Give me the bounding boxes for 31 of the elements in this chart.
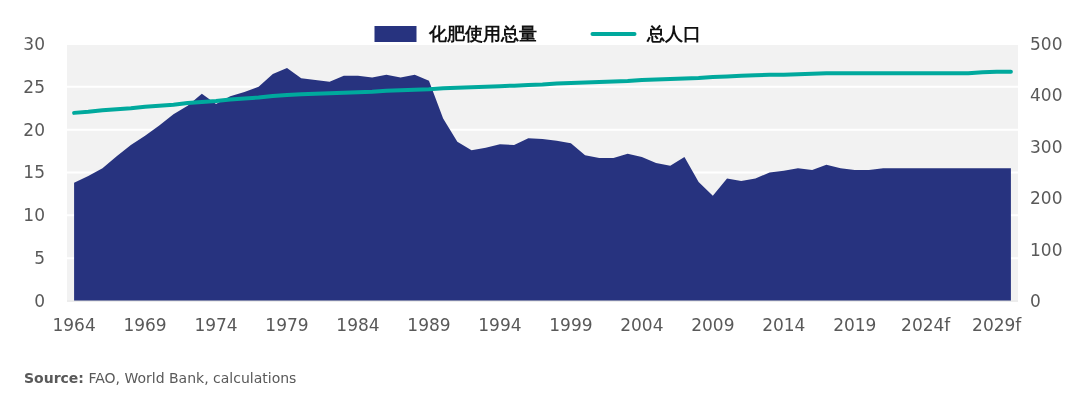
y2-tick-label: 0	[1030, 290, 1041, 311]
x-tick-label: 1969	[123, 315, 167, 335]
y-tick-label: 0	[34, 290, 45, 311]
y-tick-label: 15	[23, 162, 45, 183]
x-tick-label: 1964	[52, 315, 96, 335]
line-series	[72, 69, 1013, 115]
x-tick-label: 2004	[620, 315, 664, 335]
y2-tick-label: 400	[1030, 85, 1063, 106]
y-tick-label: 20	[23, 119, 45, 140]
x-tick-label: 1979	[265, 315, 309, 335]
x-tick-label: 1994	[478, 315, 522, 335]
x-tick-label: 1989	[407, 315, 451, 335]
source-note: Source: FAO, World Bank, calculations	[24, 370, 297, 386]
x-tick-label: 1974	[194, 315, 238, 335]
y-tick-label: 25	[23, 76, 45, 97]
y-tick-label: 5	[34, 248, 45, 269]
legend-label: 化肥使用总量	[427, 23, 537, 45]
y-tick-label: 30	[23, 33, 45, 54]
x-tick-label: 2009	[691, 315, 735, 335]
x-tick-label: 1984	[336, 315, 380, 335]
x-tick-label: 1999	[549, 315, 593, 335]
y2-tick-label: 200	[1030, 188, 1063, 209]
legend-label: 总人口	[645, 23, 701, 45]
y2-tick-label: 100	[1030, 239, 1063, 260]
x-tick-label: 2029f	[972, 315, 1023, 335]
x-tick-label: 2024f	[901, 315, 952, 335]
y-tick-label: 10	[23, 205, 45, 226]
y2-tick-label: 300	[1030, 136, 1063, 157]
x-tick-label: 2019	[833, 315, 877, 335]
y2-tick-label: 500	[1030, 33, 1063, 54]
x-tick-label: 2014	[762, 315, 806, 335]
